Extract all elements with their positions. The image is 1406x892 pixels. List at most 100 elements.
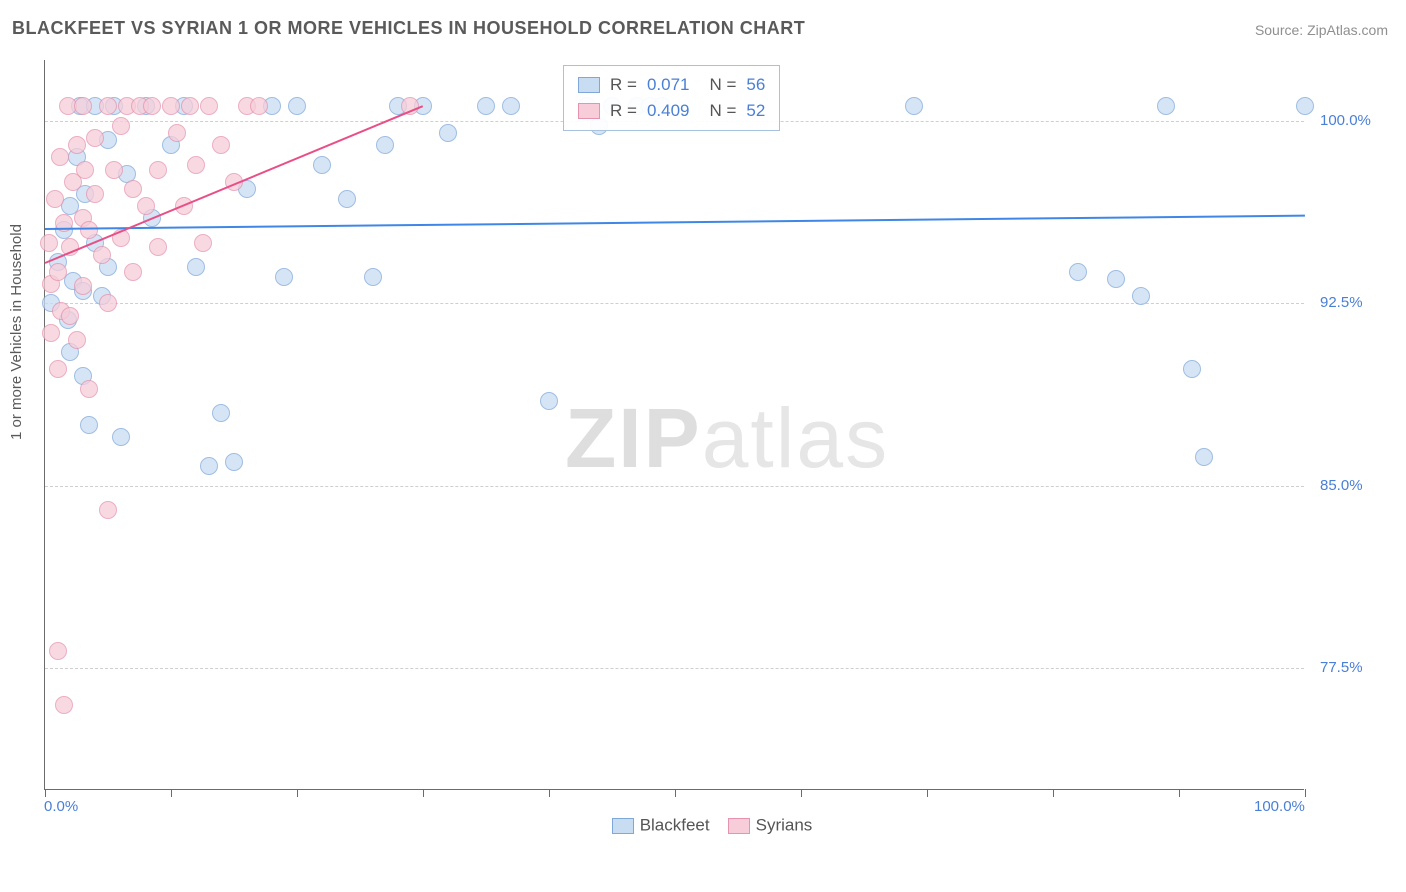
data-point [124,180,142,198]
data-point [1183,360,1201,378]
correlation-legend: R =0.071N =56R =0.409N =52 [563,65,780,131]
data-point [200,97,218,115]
x-tick [45,789,46,797]
data-point [49,360,67,378]
data-point [55,696,73,714]
data-point [364,268,382,286]
x-tick-label: 100.0% [1254,798,1305,815]
x-tick [1305,789,1306,797]
data-point [250,97,268,115]
data-point [80,380,98,398]
legend-r-value: 0.071 [647,72,690,98]
data-point [187,156,205,174]
data-point [1195,448,1213,466]
data-point [80,416,98,434]
data-point [99,294,117,312]
data-point [46,190,64,208]
data-point [1069,263,1087,281]
legend-swatch [612,818,634,834]
data-point [61,307,79,325]
x-tick [927,789,928,797]
legend-swatch [578,103,600,119]
legend-r-label: R = [610,72,637,98]
x-tick [675,789,676,797]
legend-swatch [728,818,750,834]
data-point [905,97,923,115]
y-tick-label: 77.5% [1320,659,1363,676]
data-point [80,221,98,239]
data-point [112,428,130,446]
x-tick [1053,789,1054,797]
data-point [74,277,92,295]
y-tick-label: 92.5% [1320,294,1363,311]
data-point [99,97,117,115]
legend-r-label: R = [610,98,637,124]
data-point [1296,97,1314,115]
x-tick-label: 0.0% [44,798,78,815]
x-tick [171,789,172,797]
data-point [49,263,67,281]
y-tick-label: 85.0% [1320,477,1363,494]
data-point [162,97,180,115]
data-point [51,148,69,166]
x-tick [423,789,424,797]
data-point [288,97,306,115]
data-point [68,136,86,154]
data-point [86,185,104,203]
data-point [76,161,94,179]
data-point [112,117,130,135]
data-point [502,97,520,115]
data-point [1132,287,1150,305]
data-point [1157,97,1175,115]
chart-title: BLACKFEET VS SYRIAN 1 OR MORE VEHICLES I… [12,18,805,39]
data-point [105,161,123,179]
data-point [49,642,67,660]
x-tick [1179,789,1180,797]
plot-area: ZIPatlas [44,60,1304,790]
gridline-h [45,668,1304,669]
x-tick [297,789,298,797]
data-point [137,197,155,215]
series-legend: BlackfeetSyrians [0,815,1406,836]
data-point [181,97,199,115]
data-point [212,136,230,154]
legend-row: R =0.409N =52 [578,98,765,124]
data-point [74,97,92,115]
data-point [376,136,394,154]
legend-n-label: N = [709,98,736,124]
data-point [143,97,161,115]
data-point [149,161,167,179]
data-point [40,234,58,252]
data-point [124,263,142,281]
legend-series-label: Blackfeet [640,816,710,835]
data-point [439,124,457,142]
y-tick-label: 100.0% [1320,112,1371,129]
watermark: ZIPatlas [565,390,889,487]
gridline-h [45,303,1304,304]
data-point [477,97,495,115]
trend-line [45,215,1305,230]
trend-line [45,105,424,264]
data-point [212,404,230,422]
data-point [313,156,331,174]
data-point [338,190,356,208]
data-point [86,129,104,147]
legend-r-value: 0.409 [647,98,690,124]
data-point [275,268,293,286]
data-point [187,258,205,276]
gridline-h [45,486,1304,487]
data-point [42,324,60,342]
x-tick [801,789,802,797]
legend-row: R = 0.071 N = 56 [578,72,765,98]
legend-swatch [578,77,600,93]
data-point [168,124,186,142]
data-point [194,234,212,252]
data-point [68,331,86,349]
x-tick [549,789,550,797]
data-point [540,392,558,410]
legend-n-value: 56 [746,72,765,98]
data-point [225,453,243,471]
watermark-bold: ZIP [565,391,702,485]
legend-n-label: N = [709,72,736,98]
data-point [1107,270,1125,288]
